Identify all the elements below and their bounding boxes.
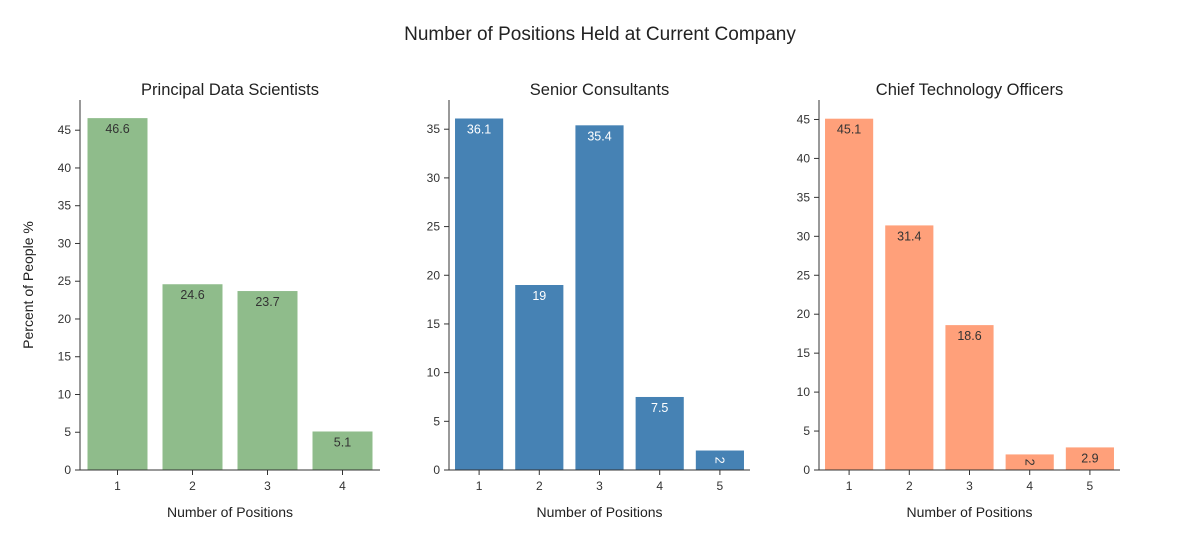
- bar-label: 7.5: [651, 401, 668, 415]
- y-tick-label: 45: [58, 123, 72, 137]
- bar: [635, 396, 684, 470]
- bar: [237, 291, 298, 470]
- y-tick-label: 5: [433, 414, 440, 428]
- bar: [455, 118, 504, 470]
- x-tick-label: 4: [1026, 479, 1033, 493]
- x-tick-label: 1: [476, 479, 483, 493]
- bar-label: 36.1: [467, 123, 491, 137]
- bar: [945, 325, 994, 470]
- y-tick-label: 30: [58, 236, 72, 250]
- bar-label: 2.9: [1081, 451, 1098, 465]
- y-tick-label: 40: [797, 151, 811, 165]
- x-axis-title: Number of Positions: [167, 504, 293, 520]
- y-tick-label: 30: [427, 171, 441, 185]
- bar: [162, 284, 223, 470]
- y-tick-label: 15: [427, 317, 441, 331]
- figure-title: Number of Positions Held at Current Comp…: [404, 24, 796, 45]
- x-tick-label: 3: [966, 479, 973, 493]
- y-tick-label: 35: [427, 122, 441, 136]
- x-tick-label: 5: [1087, 479, 1094, 493]
- bar: [695, 450, 744, 470]
- y-tick-label: 30: [797, 229, 811, 243]
- bar-label: 46.6: [105, 122, 129, 136]
- bar: [87, 118, 148, 471]
- bar-label: 31.4: [897, 229, 921, 243]
- y-tick-label: 5: [64, 425, 71, 439]
- x-tick-label: 3: [264, 479, 271, 493]
- y-tick-label: 20: [427, 268, 441, 282]
- subplot-2: Senior Consultants36.11935.47.5205101520…: [427, 81, 750, 520]
- y-tick-label: 20: [58, 312, 72, 326]
- y-tick-label: 35: [58, 199, 72, 213]
- bar-label: 2: [713, 457, 727, 464]
- bar-label: 18.6: [957, 329, 981, 343]
- y-tick-label: 20: [797, 307, 811, 321]
- x-axis-title: Number of Positions: [536, 504, 662, 520]
- bar: [515, 285, 564, 470]
- subplot-title: Principal Data Scientists: [141, 81, 319, 99]
- y-tick-label: 15: [58, 350, 72, 364]
- x-tick-label: 1: [846, 479, 853, 493]
- bar-label: 45.1: [837, 123, 861, 137]
- x-tick-label: 5: [717, 479, 724, 493]
- y-tick-label: 40: [58, 161, 72, 175]
- x-tick-label: 1: [114, 479, 121, 493]
- subplot-title: Chief Technology Officers: [876, 81, 1063, 99]
- bar-label: 19: [532, 289, 546, 303]
- bar: [1005, 454, 1054, 470]
- bar-label: 35.4: [587, 129, 611, 143]
- y-tick-label: 35: [797, 190, 811, 204]
- y-tick-label: 10: [797, 385, 811, 399]
- y-tick-label: 0: [803, 463, 810, 477]
- y-tick-label: 25: [797, 268, 811, 282]
- subplot-1: Principal Data Scientists 46.6 24.6 23.7 5.1…: [58, 81, 380, 520]
- subplot-3: Chief Technology Officers 45.1 31.4 18.6 2 2.…: [797, 81, 1120, 520]
- y-tick-label: 10: [58, 387, 72, 401]
- bar: [825, 118, 874, 471]
- x-tick-label: 4: [656, 479, 663, 493]
- x-tick-label: 2: [189, 479, 196, 493]
- x-tick-label: 3: [596, 479, 603, 493]
- y-tick-label: 25: [427, 220, 441, 234]
- x-tick-label: 2: [536, 479, 543, 493]
- y-tick-label: 10: [427, 366, 441, 380]
- subplots: Principal Data Scientists 46.6 24.6 23.7 5.1…: [58, 81, 1120, 520]
- bar-label: 23.7: [255, 295, 279, 309]
- bar-label: 24.6: [180, 288, 204, 302]
- bar: [1065, 447, 1114, 470]
- y-axis-title: Percent of People %: [20, 221, 36, 349]
- x-tick-label: 2: [906, 479, 913, 493]
- bar: [575, 125, 624, 470]
- y-tick-label: 15: [797, 346, 811, 360]
- y-tick-label: 0: [64, 463, 71, 477]
- y-tick-label: 45: [797, 112, 811, 126]
- y-tick-label: 0: [433, 463, 440, 477]
- bar-label: 5.1: [334, 435, 351, 449]
- subplot-title: Senior Consultants: [530, 81, 669, 99]
- bar: [312, 431, 373, 470]
- y-tick-label: 25: [58, 274, 72, 288]
- bar-label: 2: [1022, 459, 1036, 466]
- x-axis-title: Number of Positions: [906, 504, 1032, 520]
- y-tick-label: 5: [803, 424, 810, 438]
- bar: [885, 225, 934, 470]
- x-tick-label: 4: [339, 479, 346, 493]
